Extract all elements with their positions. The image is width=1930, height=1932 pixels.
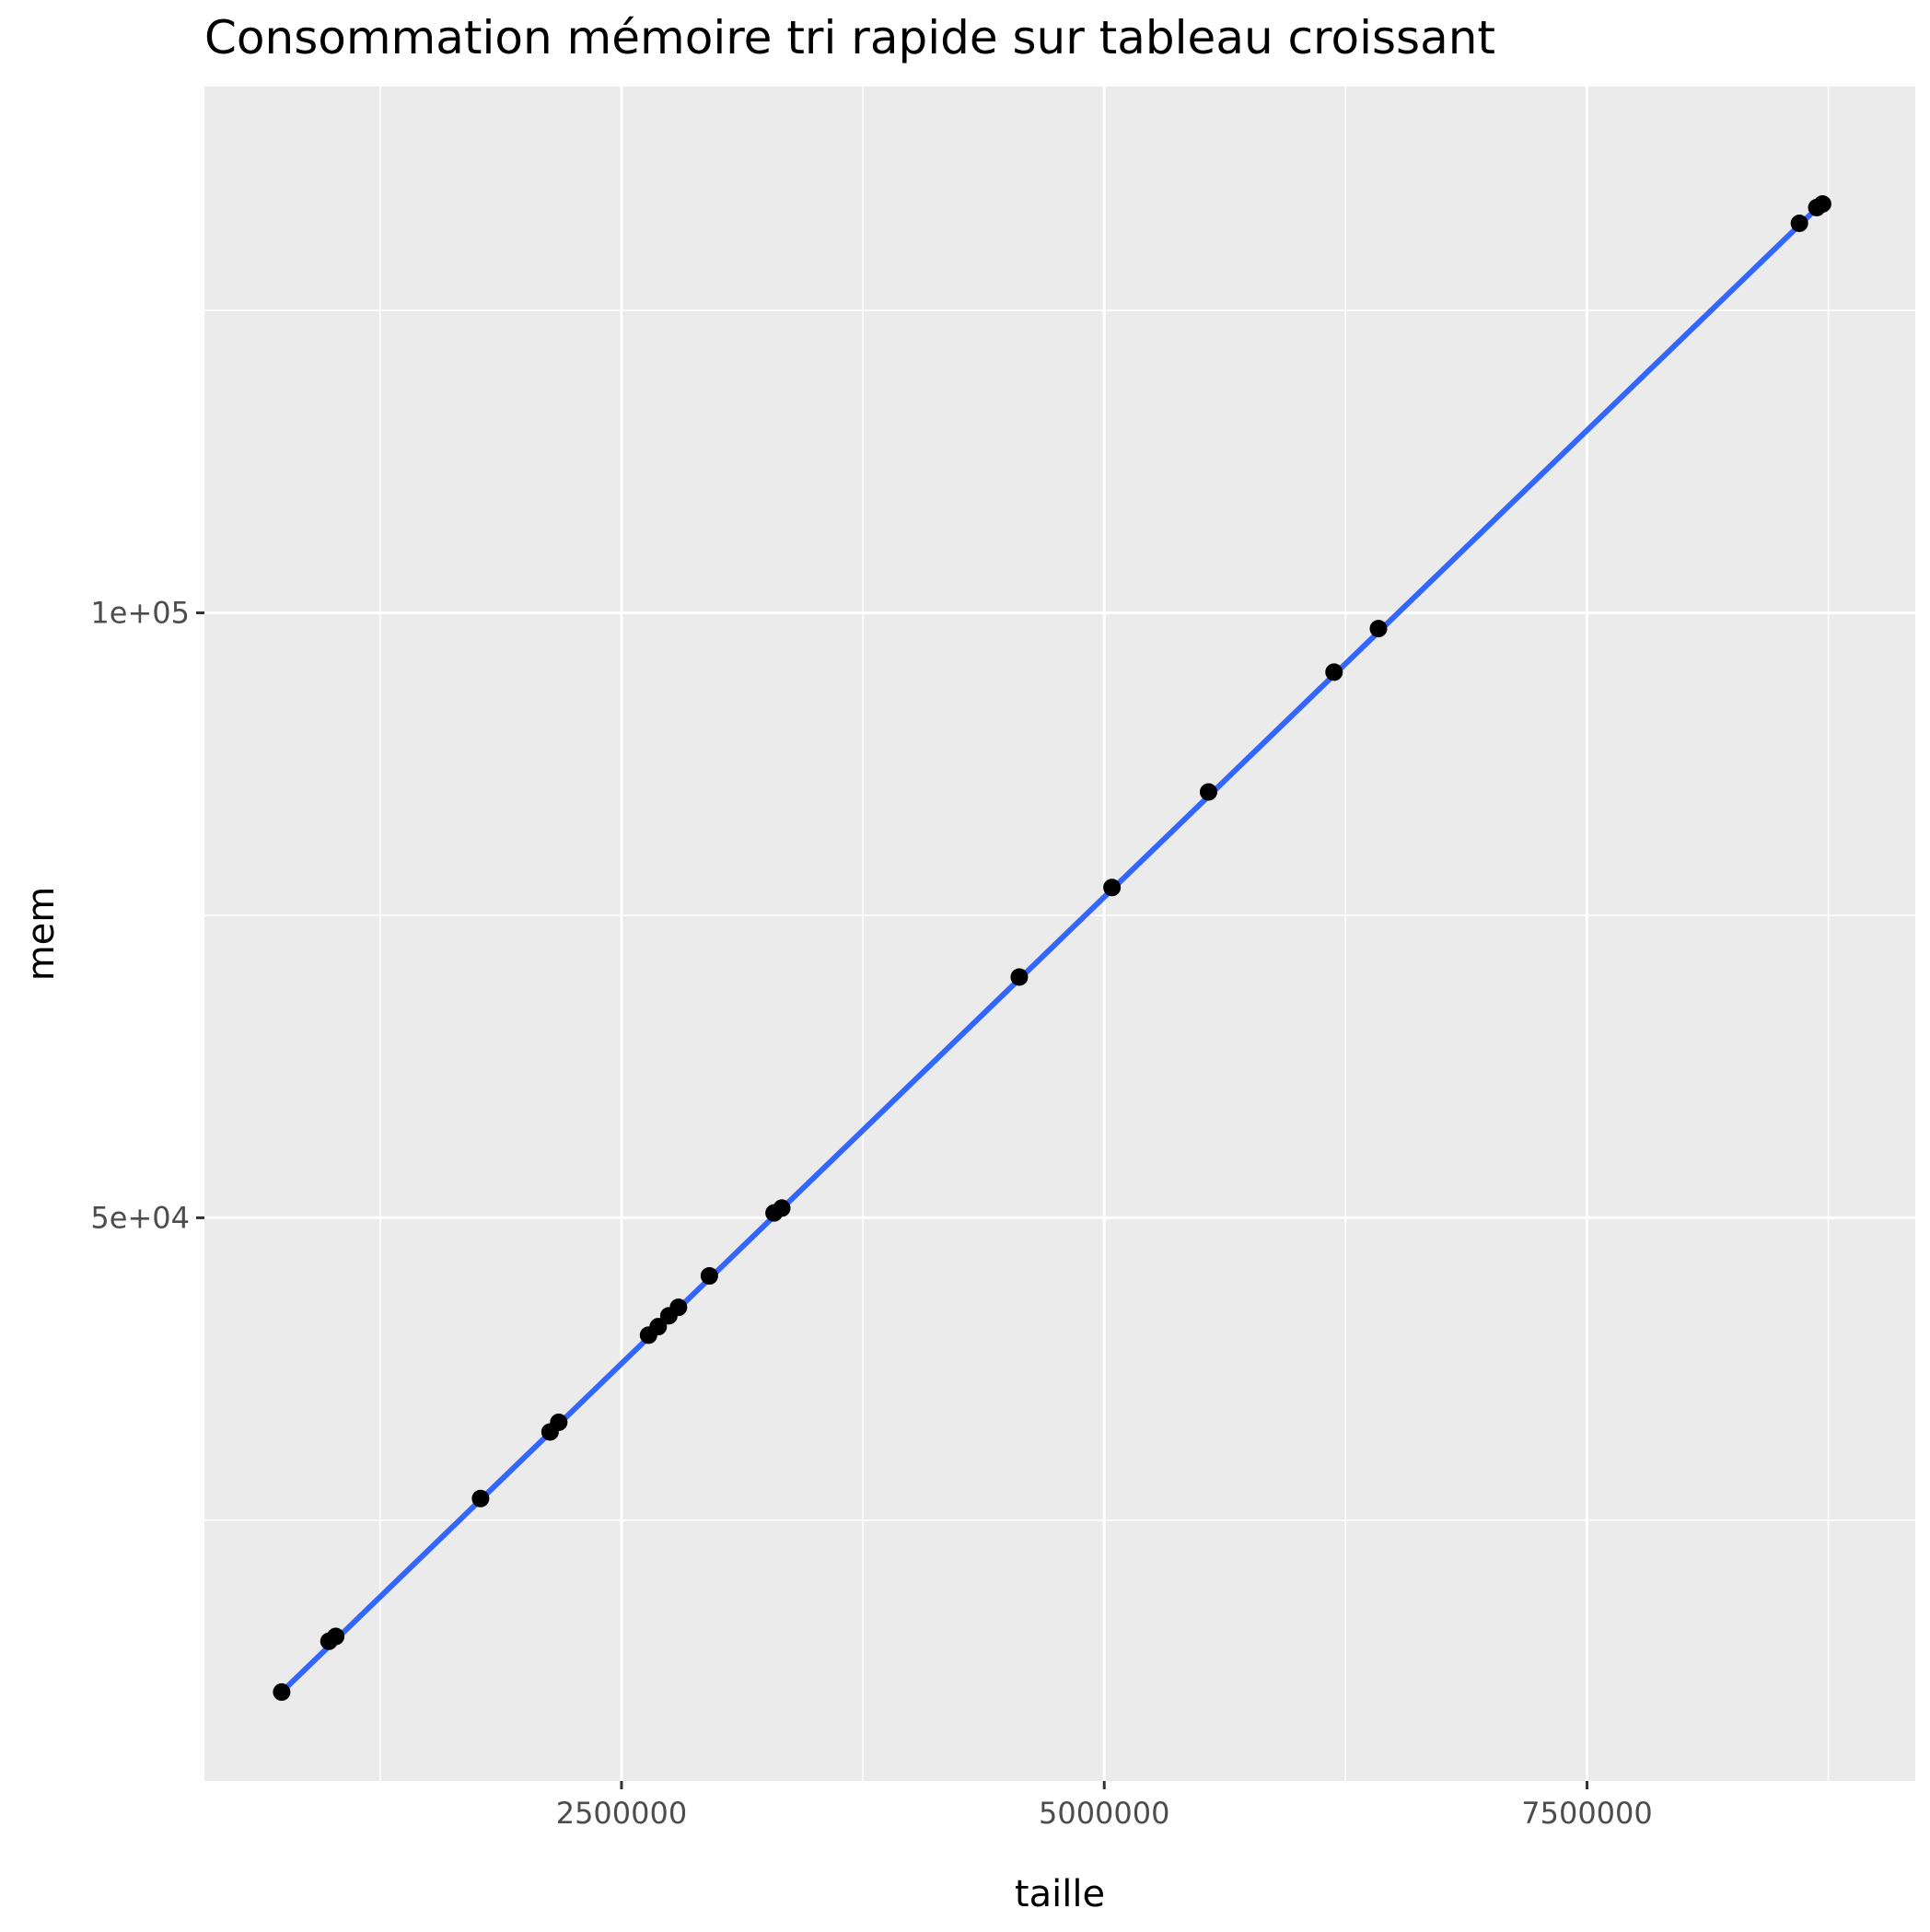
chart-title: Consommation mémoire tri rapide sur tabl… [204, 11, 1495, 64]
minor-gridlines [204, 87, 1915, 1781]
data-point [1369, 620, 1388, 638]
data-point [550, 1413, 568, 1431]
major-gridlines [204, 87, 1915, 1781]
plot-panel [204, 87, 1915, 1781]
data-point [471, 1489, 490, 1507]
y-tick-label: 1e+05 [90, 596, 190, 631]
data-points [273, 194, 1831, 1701]
y-tick-label: 5e+04 [90, 1200, 190, 1235]
data-point [1325, 663, 1343, 681]
data-point [773, 1199, 791, 1217]
data-point [1790, 214, 1808, 232]
x-axis: 2500000 5000000 7500000 [556, 1781, 1653, 1831]
data-point [1010, 968, 1029, 986]
fit-line [279, 200, 1825, 1694]
data-point [327, 1627, 345, 1646]
data-point [1813, 194, 1831, 213]
x-tick-label: 2500000 [556, 1796, 688, 1831]
x-axis-title: taille [1015, 1873, 1105, 1915]
data-point [669, 1298, 688, 1317]
y-axis: 5e+04 1e+05 [90, 596, 204, 1235]
data-point [649, 1318, 668, 1336]
data-point [273, 1682, 291, 1701]
data-point [1103, 879, 1122, 897]
data-point [700, 1266, 718, 1285]
fit-line-group [279, 200, 1825, 1694]
x-tick-label: 7500000 [1521, 1796, 1653, 1831]
x-tick-label: 5000000 [1039, 1796, 1170, 1831]
data-point [1199, 783, 1217, 801]
y-axis-title: mem [20, 887, 63, 982]
